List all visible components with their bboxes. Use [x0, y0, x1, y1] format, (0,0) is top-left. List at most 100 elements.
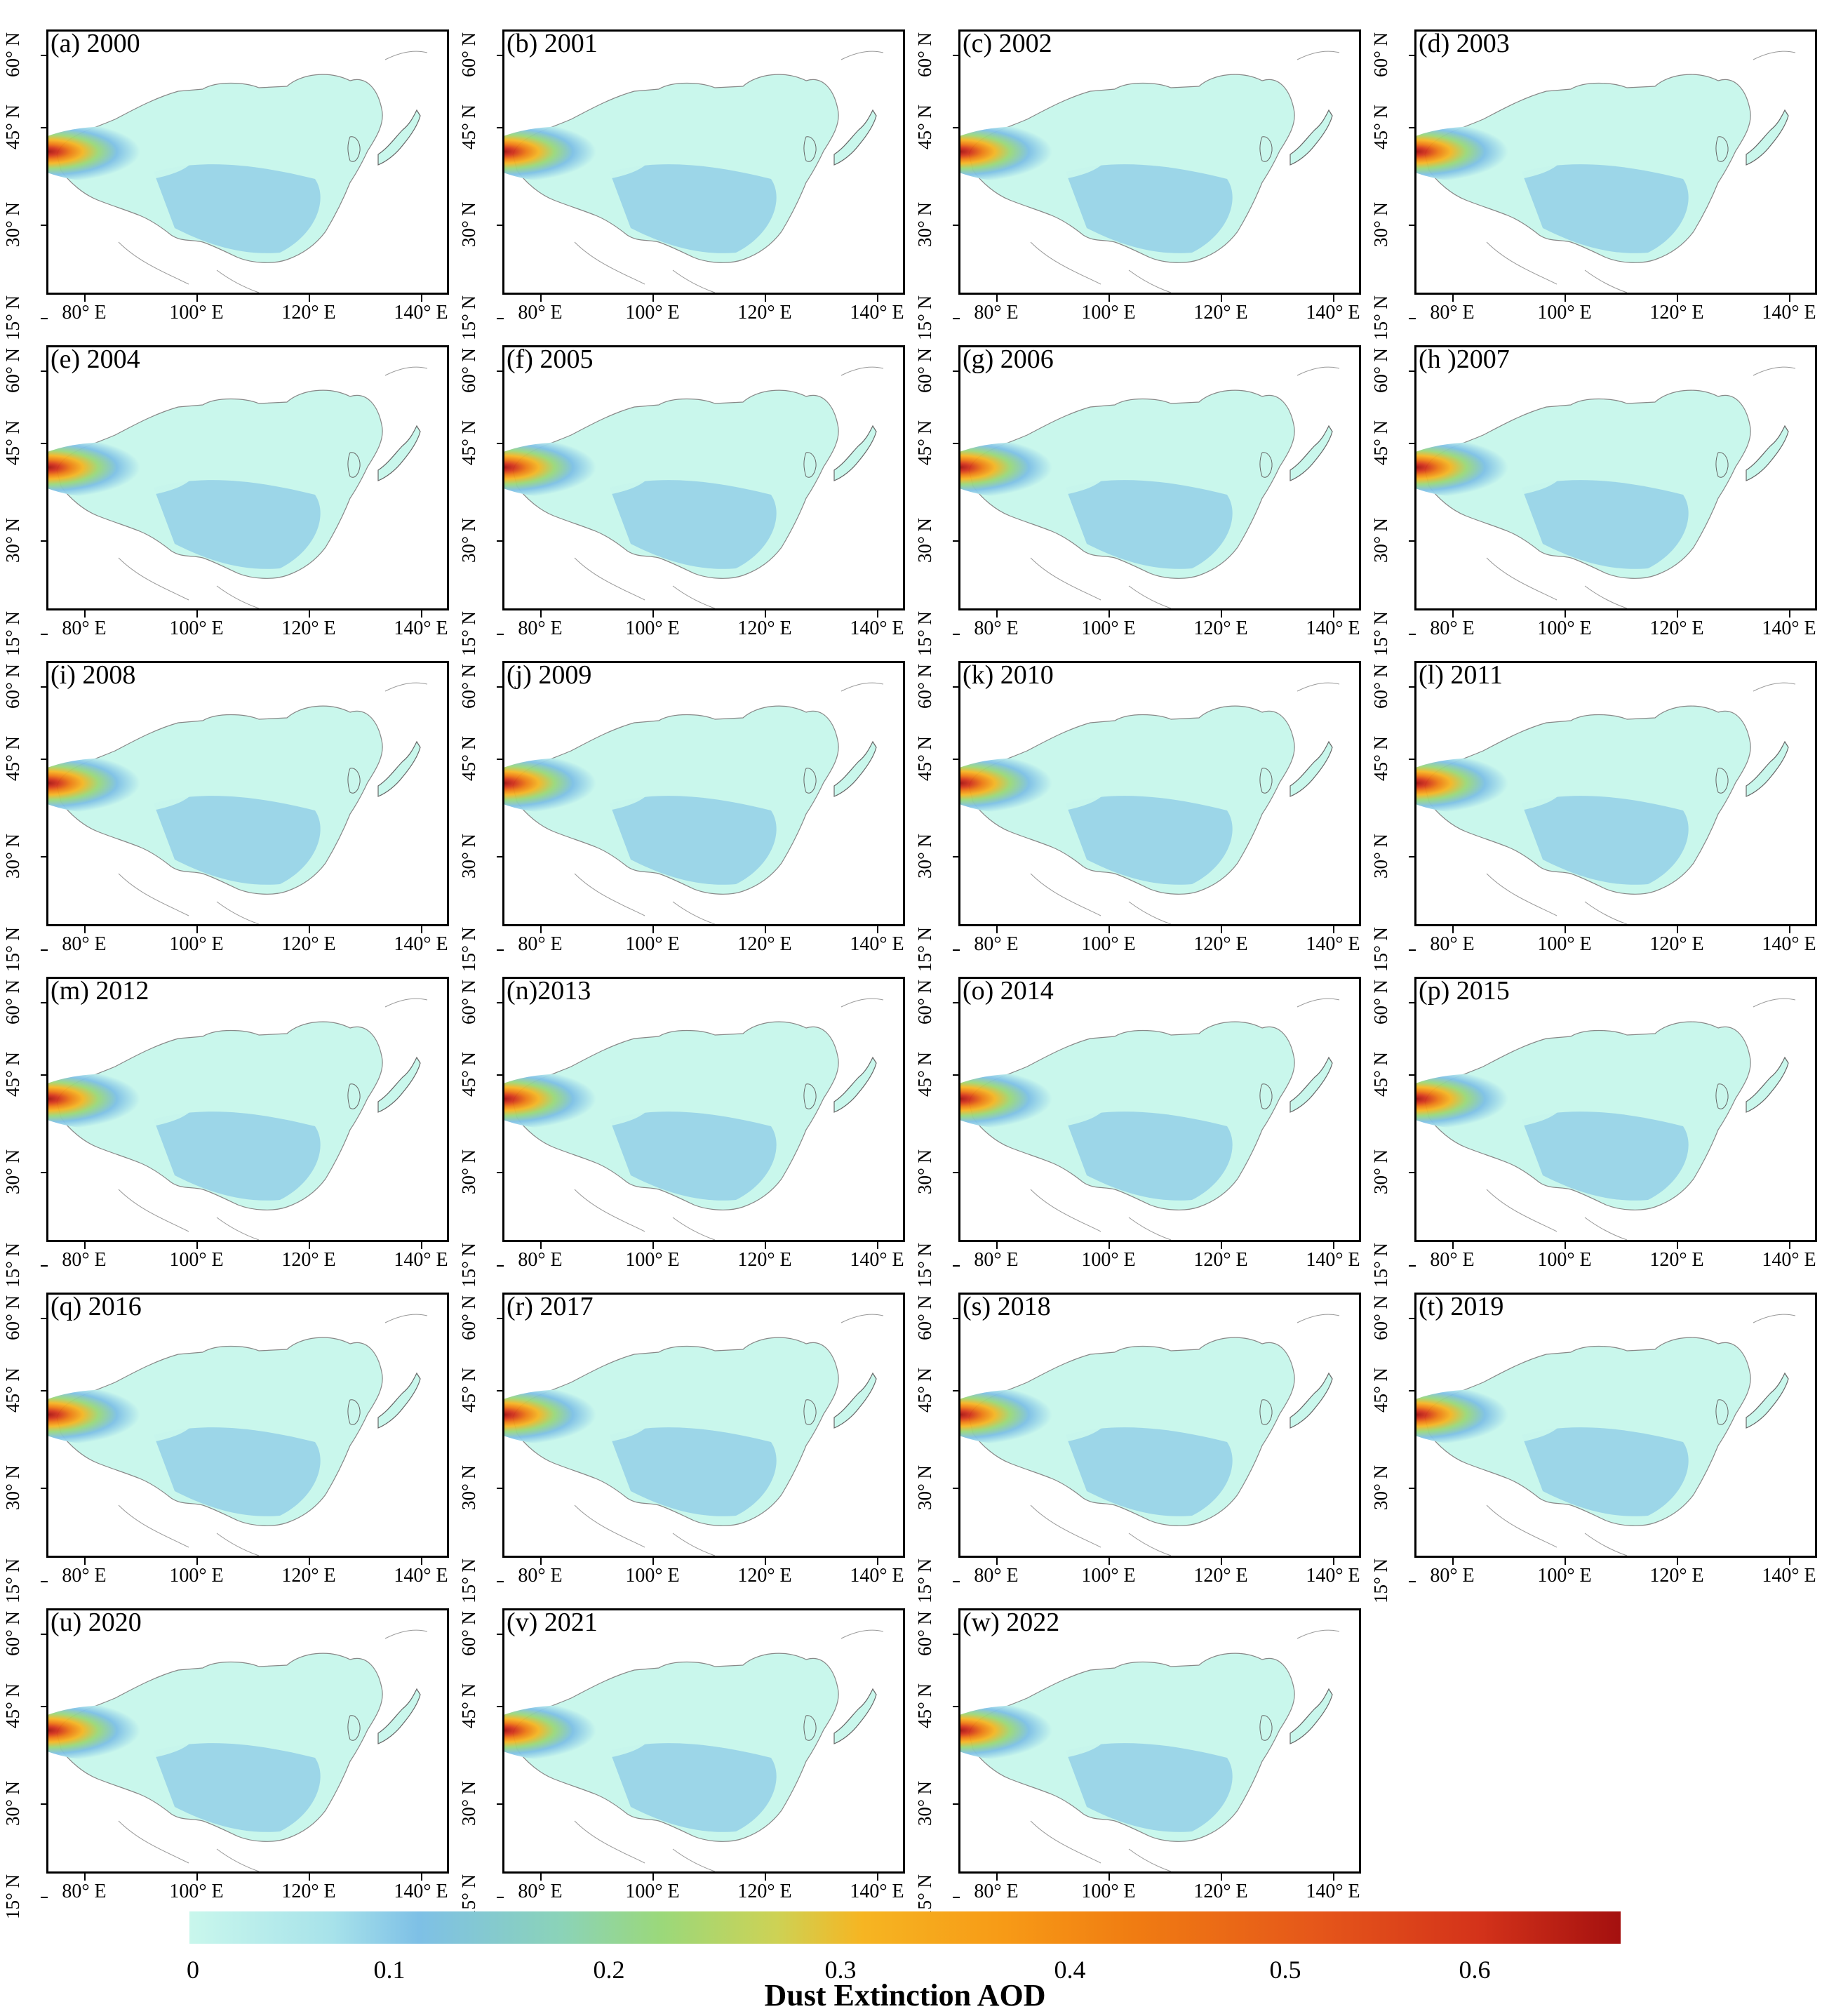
map-panel: (h )2007 60° N 45° N 30° N 15° N 80° E 100° E 1…: [1368, 342, 1817, 658]
x-tick-mark: [996, 1242, 998, 1249]
y-tick-mark: [41, 1074, 48, 1076]
x-tick-label: 80° E: [974, 618, 1019, 639]
colorbar-title: Dust Extinction AOD: [764, 1978, 1046, 2012]
x-tick-mark: [309, 295, 310, 302]
y-tick-label: 30° N: [458, 1149, 479, 1195]
x-tick-label: 140° E: [394, 1565, 448, 1587]
y-tick-label: 60° N: [2, 347, 23, 394]
y-tick-mark: [1409, 634, 1416, 635]
x-tick-mark: [309, 1558, 310, 1565]
y-tick-label: 60° N: [2, 979, 23, 1025]
x-tick-mark: [765, 1874, 766, 1881]
x-tick-label: 100° E: [169, 302, 224, 323]
x-tick-label: 120° E: [1193, 933, 1248, 955]
map-panel: (p) 2015 60° N 45° N 30° N 15° N 80° E 100° E 1…: [1368, 974, 1817, 1290]
x-tick-mark: [421, 1874, 422, 1881]
dust-aod-map: [504, 663, 903, 924]
x-tick-mark: [996, 610, 998, 618]
y-tick-label: 15° N: [1370, 610, 1391, 657]
y-tick-label: 15° N: [458, 1242, 479, 1288]
y-tick-mark: [497, 1897, 504, 1898]
x-tick-label: 120° E: [737, 933, 792, 955]
y-tick-label: 30° N: [1370, 517, 1391, 563]
y-tick-mark: [953, 1581, 960, 1582]
x-tick-mark: [1677, 295, 1678, 302]
y-tick-mark: [953, 1803, 960, 1805]
map-panel: (k) 2010 60° N 45° N 30° N 15° N 80° E 100° E 1…: [912, 658, 1361, 974]
y-tick-mark: [41, 318, 48, 319]
y-tick-mark: [1409, 318, 1416, 319]
y-tick-label: 45° N: [2, 735, 23, 782]
x-tick-label: 140° E: [394, 933, 448, 955]
y-tick-label: 60° N: [2, 663, 23, 709]
y-tick-label: 30° N: [1370, 1464, 1391, 1511]
x-tick-mark: [1565, 295, 1566, 302]
x-tick-mark: [540, 1242, 542, 1249]
x-tick-label: 80° E: [974, 933, 1019, 955]
x-tick-label: 100° E: [169, 1249, 224, 1271]
x-tick-mark: [309, 1242, 310, 1249]
map-panel: (s) 2018 60° N 45° N 30° N 15° N 80° E 100° E 1…: [912, 1290, 1361, 1606]
map-frame: [502, 1608, 905, 1874]
x-tick-label: 120° E: [281, 618, 336, 639]
x-tick-mark: [1333, 1242, 1334, 1249]
x-tick-label: 100° E: [1537, 618, 1592, 639]
x-tick-label: 80° E: [62, 1249, 107, 1271]
y-tick-mark: [41, 1002, 48, 1003]
dust-aod-map: [48, 979, 447, 1240]
y-tick-label: 60° N: [458, 1295, 479, 1341]
y-tick-label: 45° N: [1370, 735, 1391, 782]
y-tick-mark: [41, 686, 48, 688]
map-frame: [1414, 977, 1817, 1242]
y-tick-label: 60° N: [914, 1295, 935, 1341]
y-tick-mark: [41, 634, 48, 635]
map-frame: [958, 661, 1361, 926]
y-tick-label: 15° N: [2, 295, 23, 341]
x-tick-label: 140° E: [1762, 1565, 1816, 1587]
y-tick-mark: [1409, 1265, 1416, 1267]
map-frame: [502, 977, 905, 1242]
y-tick-mark: [497, 225, 504, 226]
map-frame: [1414, 29, 1817, 295]
x-tick-mark: [309, 926, 310, 933]
y-tick-mark: [953, 856, 960, 857]
x-tick-label: 120° E: [1193, 1249, 1248, 1271]
colorbar-tick: 0.2: [593, 1956, 625, 1984]
map-panel: (g) 2006 60° N 45° N 30° N 15° N 80° E 100° E 1…: [912, 342, 1361, 658]
x-tick-label: 140° E: [394, 1249, 448, 1271]
map-frame: [46, 345, 449, 610]
y-tick-mark: [953, 686, 960, 688]
dust-aod-map: [48, 1295, 447, 1556]
x-tick-label: 120° E: [1649, 1565, 1704, 1587]
x-tick-label: 80° E: [518, 618, 563, 639]
x-tick-label: 100° E: [625, 1249, 680, 1271]
x-tick-label: 140° E: [1306, 618, 1360, 639]
y-tick-label: 45° N: [458, 735, 479, 782]
y-tick-mark: [497, 1074, 504, 1076]
x-tick-label: 80° E: [518, 933, 563, 955]
dust-aod-map: [504, 1610, 903, 1871]
x-tick-label: 140° E: [394, 618, 448, 639]
x-tick-mark: [540, 926, 542, 933]
x-tick-label: 120° E: [1649, 1249, 1704, 1271]
x-tick-mark: [1565, 610, 1566, 618]
y-tick-mark: [497, 1318, 504, 1319]
map-panel: (m) 2012 60° N 45° N 30° N 15° N 80° E 100° E 1…: [0, 974, 449, 1290]
y-tick-mark: [497, 1706, 504, 1707]
y-tick-mark: [1409, 856, 1416, 857]
y-tick-label: 30° N: [458, 201, 479, 248]
dust-aod-map: [1416, 347, 1815, 608]
x-tick-label: 120° E: [737, 1565, 792, 1587]
y-tick-mark: [497, 371, 504, 372]
x-tick-label: 80° E: [62, 1565, 107, 1587]
x-tick-mark: [421, 610, 422, 618]
map-panel: (q) 2016 60° N 45° N 30° N 15° N 80° E 100° E 1…: [0, 1290, 449, 1606]
x-tick-mark: [652, 926, 654, 933]
x-tick-label: 80° E: [62, 1881, 107, 1902]
x-tick-mark: [196, 1874, 198, 1881]
y-tick-label: 30° N: [458, 1780, 479, 1827]
y-tick-mark: [953, 1002, 960, 1003]
x-tick-mark: [196, 1242, 198, 1249]
y-tick-mark: [41, 949, 48, 951]
x-tick-label: 120° E: [281, 1249, 336, 1271]
